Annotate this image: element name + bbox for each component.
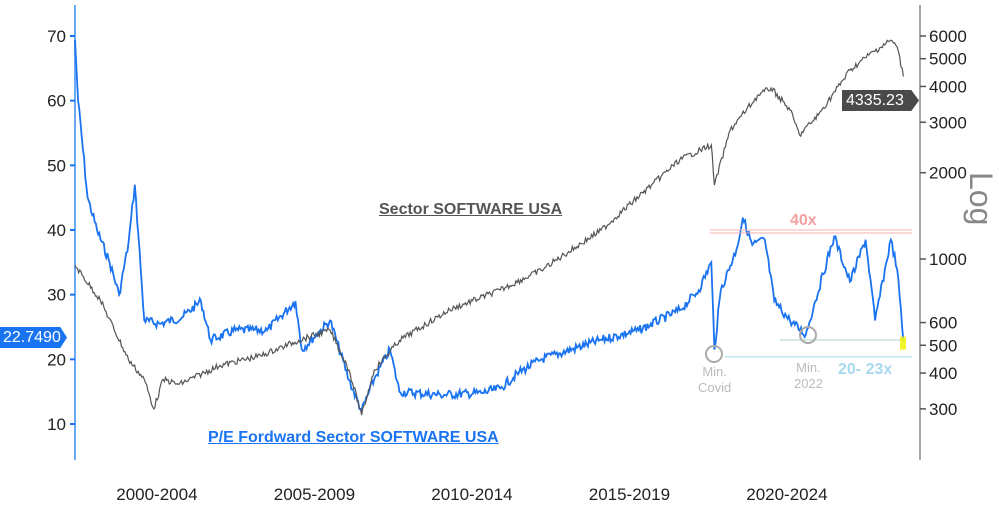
right-tick-label: 3000 xyxy=(929,113,967,132)
right-tick-label: 600 xyxy=(929,314,957,333)
sector-series-label: Sector SOFTWARE USA xyxy=(379,201,563,218)
min-2022-line2: 2022 xyxy=(794,376,823,391)
min-2022-circle xyxy=(799,326,817,344)
right-tick-label: 2000 xyxy=(929,164,967,183)
right-tick-label: 1000 xyxy=(929,250,967,269)
left-tick-label: 30 xyxy=(47,286,66,305)
right-tick-label: 400 xyxy=(929,364,957,383)
left-tick-label: 50 xyxy=(47,156,66,175)
pe-series-label: P/E Fordward Sector SOFTWARE USA xyxy=(208,429,499,446)
min-2022-label: Min. 2022 xyxy=(794,360,823,392)
right-tick-label: 500 xyxy=(929,336,957,355)
min-covid-line1: Min. xyxy=(702,364,727,379)
min-covid-circle xyxy=(705,345,723,363)
x-tick-label: 2020-2024 xyxy=(746,485,827,504)
current-value-highlight xyxy=(900,336,906,350)
x-tick-label: 2005-2009 xyxy=(274,485,355,504)
right-tick-label: 5000 xyxy=(929,50,967,69)
right-tick-label: 4000 xyxy=(929,77,967,96)
right-last-value-badge: 4335.23 xyxy=(842,90,919,111)
left-last-value-badge: 22.7490 xyxy=(0,327,67,348)
log-axis-label: Log xyxy=(963,172,999,226)
left-tick-label: 20 xyxy=(47,350,66,369)
right-tick-label: 300 xyxy=(929,400,957,419)
min-2022-line1: Min. xyxy=(796,360,821,375)
x-tick-label: 2015-2019 xyxy=(589,485,670,504)
right-tick-label: 6000 xyxy=(929,27,967,46)
x-tick-label: 2010-2014 xyxy=(431,485,512,504)
left-tick-label: 40 xyxy=(47,221,66,240)
left-tick-label: 70 xyxy=(47,27,66,46)
band-low-label: 20- 23x xyxy=(838,361,893,378)
min-covid-label: Min. Covid xyxy=(698,364,731,396)
pe-forward-line xyxy=(74,39,905,414)
band-high-label: 40x xyxy=(790,212,817,229)
min-covid-line2: Covid xyxy=(698,380,732,395)
left-tick-label: 10 xyxy=(47,415,66,434)
left-tick-label: 60 xyxy=(47,92,66,111)
sector-index-line xyxy=(74,39,904,416)
x-tick-label: 2000-2004 xyxy=(116,485,197,504)
